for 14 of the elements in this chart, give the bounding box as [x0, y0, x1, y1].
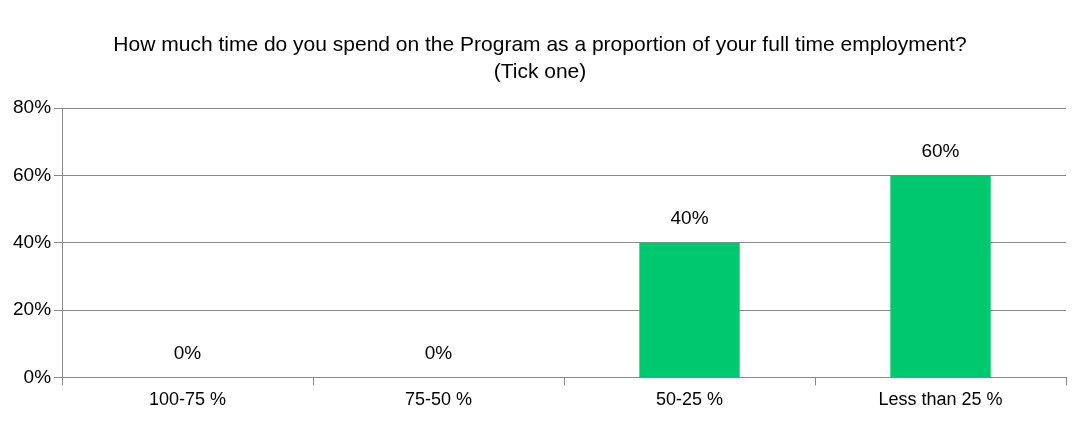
data-label: 60%: [921, 140, 960, 162]
y-tick-label: 60%: [13, 163, 52, 185]
x-tick-label: 50-25 %: [655, 389, 724, 410]
chart-title: How much time do you spend on the Program as a proportion of your full time employment? (Tick one): [112, 31, 968, 84]
x-tick-label: 75-50 %: [404, 389, 473, 410]
data-label: 0%: [173, 342, 202, 364]
y-tick-label: 40%: [13, 230, 52, 252]
y-tick-label: 20%: [13, 298, 52, 320]
y-tick-label: 80%: [13, 96, 52, 118]
data-label: 0%: [424, 342, 453, 364]
x-tick-label: 100-75 %: [148, 389, 227, 410]
data-label: 40%: [670, 207, 709, 229]
x-tick-label: Less than 25 %: [878, 389, 1003, 410]
y-tick-label: 0%: [23, 365, 52, 387]
